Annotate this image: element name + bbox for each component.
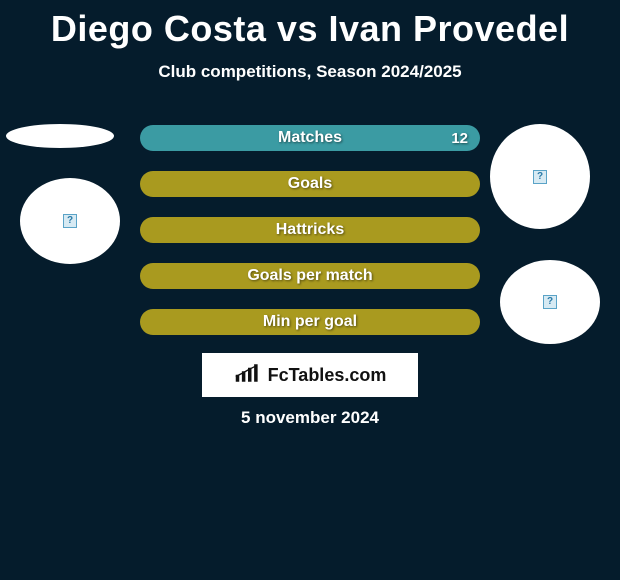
avatar-placeholder-right-bottom: ? <box>500 260 600 344</box>
brand-badge: FcTables.com <box>202 353 418 397</box>
missing-image-icon: ? <box>543 295 557 309</box>
stat-label: Goals per match <box>247 267 372 285</box>
avatar-placeholder-right-top: ? <box>490 124 590 229</box>
avatar-placeholder-left: ? <box>20 178 120 264</box>
stat-bar-matches: Matches 12 <box>140 125 480 151</box>
stat-bar-hattricks: Hattricks <box>140 217 480 243</box>
stat-label: Matches <box>278 129 342 147</box>
stat-label: Goals <box>288 175 332 193</box>
stat-label: Min per goal <box>263 313 357 331</box>
brand-text: FcTables.com <box>268 365 387 386</box>
snapshot-date: 5 november 2024 <box>0 408 620 428</box>
missing-image-icon: ? <box>533 170 547 184</box>
stat-value: 12 <box>451 130 468 147</box>
stat-label: Hattricks <box>276 221 344 239</box>
stat-bar-min-per-goal: Min per goal <box>140 309 480 335</box>
stat-bar-goals-per-match: Goals per match <box>140 263 480 289</box>
bar-chart-icon <box>234 362 262 389</box>
missing-image-icon: ? <box>63 214 77 228</box>
stat-bar-goals: Goals <box>140 171 480 197</box>
page-subtitle: Club competitions, Season 2024/2025 <box>0 62 620 82</box>
page-title: Diego Costa vs Ivan Provedel <box>0 0 620 50</box>
avatar-placeholder-shape <box>6 124 114 148</box>
stats-bars: Matches 12 Goals Hattricks Goals per mat… <box>140 125 480 355</box>
